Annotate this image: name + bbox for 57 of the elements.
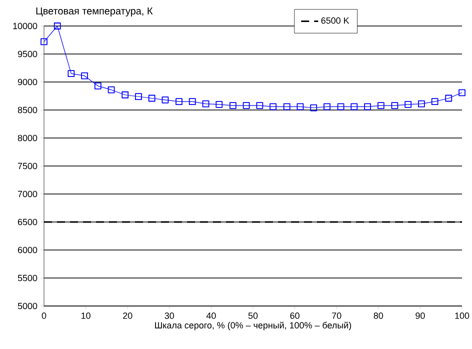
legend-label: 6500 K bbox=[321, 17, 350, 24]
y-tick-label: 6500 bbox=[18, 218, 38, 226]
point bbox=[94, 82, 102, 90]
point bbox=[418, 100, 425, 108]
x-tick-label: 70 bbox=[332, 312, 342, 319]
point bbox=[445, 94, 452, 102]
point bbox=[270, 103, 277, 110]
point bbox=[176, 98, 182, 106]
y-tick-label: 6000 bbox=[18, 246, 38, 254]
y-tick-label: 8500 bbox=[18, 106, 38, 114]
y-tick-label: 9000 bbox=[18, 78, 38, 86]
point bbox=[431, 98, 438, 106]
x-axis-title: Шкала серого, % (0% – черный, 100% – белый) bbox=[155, 322, 352, 330]
point bbox=[81, 72, 88, 80]
y-tick-label: 5000 bbox=[18, 302, 38, 310]
point bbox=[188, 98, 196, 106]
point bbox=[283, 103, 290, 110]
point bbox=[391, 102, 398, 109]
x-tick-label: 0 bbox=[42, 312, 46, 319]
point bbox=[364, 103, 371, 110]
y-tick-label: 7500 bbox=[18, 162, 38, 170]
x-tick-label: 90 bbox=[416, 312, 425, 319]
y-axis-title: Цветовая температура, К bbox=[36, 8, 153, 16]
point bbox=[404, 100, 412, 108]
point bbox=[337, 103, 344, 110]
y-tick-label: 9500 bbox=[18, 50, 38, 58]
x-tick-label: 10 bbox=[82, 312, 90, 319]
point bbox=[202, 100, 210, 108]
point bbox=[296, 103, 304, 110]
point bbox=[350, 103, 358, 110]
point bbox=[54, 22, 61, 30]
point bbox=[229, 102, 236, 109]
y-tick-label: 7000 bbox=[18, 190, 38, 198]
point bbox=[256, 102, 264, 109]
point bbox=[310, 104, 318, 112]
x-tick-label: 30 bbox=[164, 312, 174, 319]
y-tick-label: 5500 bbox=[18, 274, 38, 282]
point bbox=[148, 94, 156, 102]
x-tick-label: 40 bbox=[206, 312, 216, 319]
x-tick-label: 50 bbox=[248, 312, 258, 319]
point bbox=[242, 102, 250, 109]
point bbox=[458, 89, 466, 96]
point bbox=[40, 38, 48, 46]
point bbox=[68, 70, 75, 78]
x-tick-label: 20 bbox=[123, 312, 132, 319]
point bbox=[162, 96, 169, 104]
point bbox=[216, 100, 223, 108]
point bbox=[324, 103, 330, 110]
y-tick-label: 10000 bbox=[13, 22, 38, 30]
y-tick-label: 8000 bbox=[18, 134, 38, 142]
point bbox=[122, 91, 129, 98]
point bbox=[108, 86, 115, 94]
x-tick-label: 60 bbox=[290, 312, 300, 319]
point bbox=[135, 93, 142, 100]
x-tick-label: 80 bbox=[374, 312, 384, 319]
point bbox=[377, 102, 384, 109]
x-tick-label: 100 bbox=[455, 312, 470, 319]
